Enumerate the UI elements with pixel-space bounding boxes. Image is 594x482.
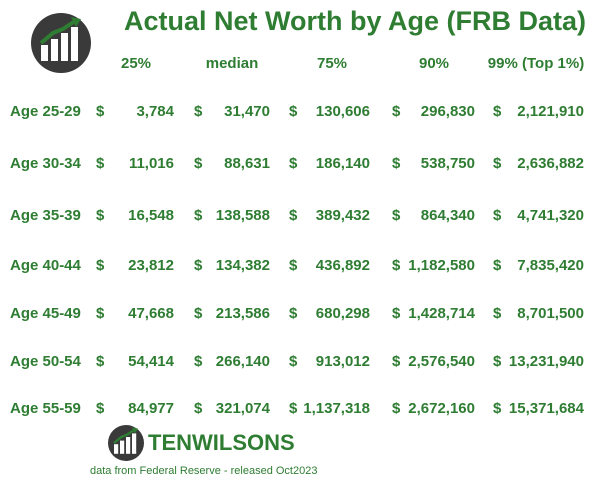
- currency-symbol: $: [392, 400, 401, 417]
- table-cell-value: 864,340: [420, 207, 475, 224]
- table-cell-value: 321,074: [215, 400, 270, 417]
- row-label: Age 25-29: [10, 103, 81, 120]
- currency-symbol: $: [96, 257, 105, 274]
- currency-symbol: $: [493, 103, 502, 120]
- currency-symbol: $: [289, 207, 298, 224]
- currency-symbol: $: [194, 353, 203, 370]
- table-cell-value: 266,140: [215, 353, 270, 370]
- currency-symbol: $: [96, 207, 105, 224]
- currency-symbol: $: [289, 400, 298, 417]
- table-cell-value: 2,672,160: [408, 400, 475, 417]
- row-label: Age 35-39: [10, 207, 81, 224]
- currency-symbol: $: [194, 103, 203, 120]
- table-cell-value: 680,298: [315, 305, 370, 322]
- currency-symbol: $: [289, 155, 298, 172]
- currency-symbol: $: [289, 305, 298, 322]
- table-cell-value: 2,576,540: [408, 353, 475, 370]
- currency-symbol: $: [96, 353, 105, 370]
- currency-symbol: $: [289, 353, 298, 370]
- table-cell-value: 186,140: [315, 155, 370, 172]
- currency-symbol: $: [194, 257, 203, 274]
- row-label: Age 40-44: [10, 257, 81, 274]
- currency-symbol: $: [194, 155, 203, 172]
- currency-symbol: $: [392, 353, 401, 370]
- currency-symbol: $: [289, 103, 298, 120]
- table-cell-value: 2,121,910: [517, 103, 584, 120]
- bar-chart-arrow-logo-icon: [31, 13, 91, 73]
- currency-symbol: $: [194, 305, 203, 322]
- table-cell-value: 138,588: [215, 207, 270, 224]
- table-cell-value: 13,231,940: [508, 353, 584, 370]
- table-cell-value: 389,432: [315, 207, 370, 224]
- column-header: 75%: [316, 55, 348, 72]
- currency-symbol: $: [392, 155, 401, 172]
- table-cell-value: 2,636,882: [517, 155, 584, 172]
- table-cell-value: 15,371,684: [508, 400, 584, 417]
- table-cell-value: 436,892: [315, 257, 370, 274]
- table-cell-value: 3,784: [136, 103, 174, 120]
- table-cell-value: 1,182,580: [408, 257, 475, 274]
- table-cell-value: 1,428,714: [408, 305, 475, 322]
- currency-symbol: $: [493, 400, 502, 417]
- currency-symbol: $: [493, 155, 502, 172]
- table-cell-value: 134,382: [215, 257, 270, 274]
- brand-name: TENWILSONS: [148, 430, 295, 455]
- table-cell-value: 23,812: [128, 257, 174, 274]
- currency-symbol: $: [289, 257, 298, 274]
- table-cell-value: 1,137,318: [303, 400, 370, 417]
- row-label: Age 50-54: [10, 353, 81, 370]
- column-header: 90%: [418, 55, 450, 72]
- currency-symbol: $: [493, 353, 502, 370]
- currency-symbol: $: [392, 305, 401, 322]
- table-cell-value: 11,016: [128, 155, 174, 172]
- currency-symbol: $: [392, 207, 401, 224]
- table-cell-value: 47,668: [128, 305, 174, 322]
- table-cell-value: 913,012: [315, 353, 370, 370]
- table-cell-value: 296,830: [420, 103, 475, 120]
- bar-chart-arrow-logo-icon: [108, 425, 144, 461]
- column-header: 99% (Top 1%): [487, 55, 585, 72]
- table-cell-value: 4,741,320: [517, 207, 584, 224]
- row-label: Age 55-59: [10, 400, 81, 417]
- row-label: Age 30-34: [10, 155, 81, 172]
- table-cell-value: 8,701,500: [517, 305, 584, 322]
- table-cell-value: 31,470: [224, 103, 270, 120]
- brand: TENWILSONS: [108, 425, 295, 461]
- currency-symbol: $: [493, 305, 502, 322]
- column-header: median: [205, 55, 259, 72]
- currency-symbol: $: [96, 305, 105, 322]
- table-cell-value: 7,835,420: [517, 257, 584, 274]
- currency-symbol: $: [96, 400, 105, 417]
- table-cell-value: 84,977: [128, 400, 174, 417]
- currency-symbol: $: [493, 207, 502, 224]
- column-header: 25%: [120, 55, 152, 72]
- currency-symbol: $: [194, 207, 203, 224]
- currency-symbol: $: [493, 257, 502, 274]
- currency-symbol: $: [194, 400, 203, 417]
- currency-symbol: $: [392, 257, 401, 274]
- table-cell-value: 213,586: [215, 305, 270, 322]
- table-cell-value: 88,631: [224, 155, 270, 172]
- row-label: Age 45-49: [10, 305, 81, 322]
- table-cell-value: 54,414: [128, 353, 174, 370]
- table-cell-value: 16,548: [128, 207, 174, 224]
- source-note: data from Federal Reserve - released Oct…: [90, 465, 318, 477]
- table-cell-value: 130,606: [315, 103, 370, 120]
- chart-title: Actual Net Worth by Age (FRB Data): [124, 6, 587, 36]
- currency-symbol: $: [392, 103, 401, 120]
- table-cell-value: 538,750: [420, 155, 475, 172]
- currency-symbol: $: [96, 155, 105, 172]
- currency-symbol: $: [96, 103, 105, 120]
